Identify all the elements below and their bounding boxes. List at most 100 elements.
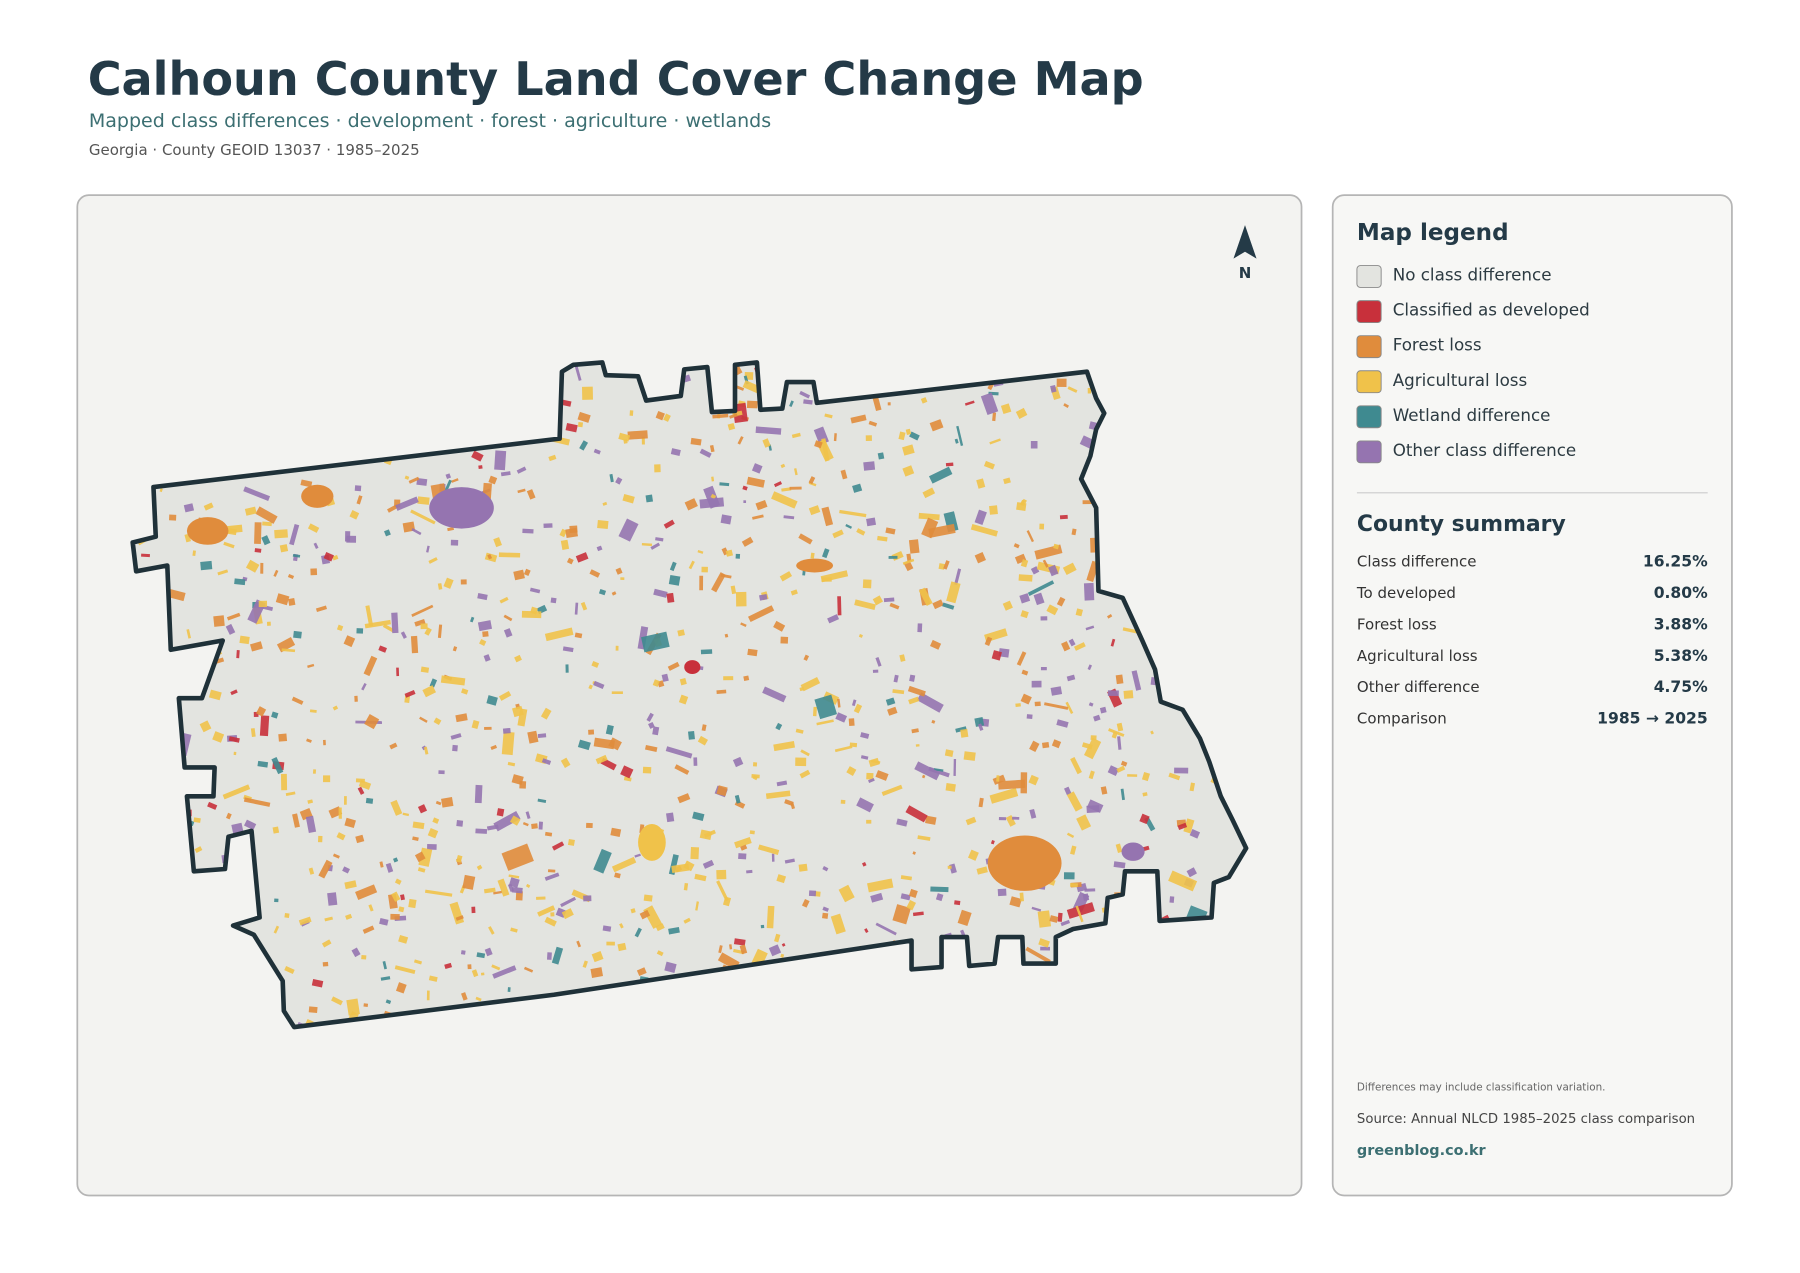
change-patch [762,686,787,703]
change-patch [589,569,601,578]
change-patch [608,737,622,751]
change-patch [429,487,494,529]
change-patch [1029,808,1037,819]
change-patch [768,944,782,957]
change-patch [498,690,512,701]
change-patch [1065,701,1074,715]
change-patch [822,865,829,872]
change-patch [522,822,529,827]
change-patch [648,721,655,729]
change-patch [1041,741,1050,749]
change-patch [771,853,775,862]
change-patch [544,831,553,837]
change-patch [912,851,916,855]
change-patch [697,550,704,554]
change-patch [566,557,574,565]
change-patch [1070,883,1078,888]
change-patch [650,542,661,550]
change-patch [586,822,593,829]
change-patch [862,579,872,589]
change-patch [484,947,493,957]
change-patch [356,495,363,505]
change-patch [645,494,654,503]
change-patch [1075,905,1084,923]
change-patch [207,801,218,810]
change-patch [838,884,855,903]
change-patch [327,892,338,906]
change-patch [420,666,430,673]
change-patch [447,526,455,532]
change-patch [280,773,288,791]
change-patch [1062,562,1077,576]
change-patch [968,849,979,861]
change-patch [871,759,881,764]
change-patch [474,784,483,804]
change-patch [321,939,332,948]
change-patch [991,650,1002,661]
summary-label: Forest loss [1357,615,1437,633]
summary-value: 5.38% [1654,647,1708,665]
change-patch [1082,893,1090,902]
change-patch [285,791,296,797]
change-patch [537,733,547,739]
change-patch [593,680,605,690]
change-patch [522,528,534,534]
change-patch [816,719,834,726]
change-patch [902,558,915,565]
change-patch [591,661,600,668]
change-patch [536,896,546,900]
change-patch [262,521,272,527]
change-patch [798,533,813,545]
change-patch [419,716,428,723]
change-patch [364,714,380,730]
change-patch [391,891,401,902]
change-patch [692,811,705,821]
change-patch [796,558,834,573]
change-patch [641,542,653,547]
change-patch [363,1003,369,1008]
change-patch [877,452,885,460]
change-patch [989,438,1001,445]
change-patch [741,536,754,547]
change-patch [716,785,728,797]
change-patch [469,616,475,623]
change-patch [226,612,241,621]
change-patch [957,909,972,927]
change-patch [929,419,944,432]
change-patch [324,916,333,922]
change-patch [827,614,840,624]
change-patch [1117,736,1122,750]
change-patch [292,553,301,558]
change-patch [1071,528,1077,536]
change-patch [305,815,317,834]
site-link[interactable]: greenblog.co.kr [1357,1143,1487,1159]
change-patch [1019,892,1024,902]
change-patch [1123,690,1134,699]
change-patch [735,591,747,607]
change-patch [611,691,623,695]
change-patch [543,523,553,528]
change-patch [276,636,296,653]
change-patch [781,943,786,947]
change-patch [590,967,604,978]
change-patch [642,766,652,774]
change-patch [1028,774,1039,786]
change-patch [310,568,318,576]
change-patch [1168,870,1198,892]
change-patch [920,397,928,404]
change-patch [471,450,484,462]
change-patch [398,934,409,944]
change-patch [720,514,732,525]
change-patch [808,476,816,485]
change-patch [773,620,786,632]
change-patch [394,965,416,974]
change-patch [517,488,526,494]
change-patch [1189,829,1201,839]
change-patch [575,552,589,563]
change-patch [1030,440,1038,449]
summary-value: 0.80% [1654,584,1708,602]
change-patch [1039,523,1045,530]
change-patch [848,718,855,727]
change-patch [896,818,908,827]
change-patch [378,645,387,653]
